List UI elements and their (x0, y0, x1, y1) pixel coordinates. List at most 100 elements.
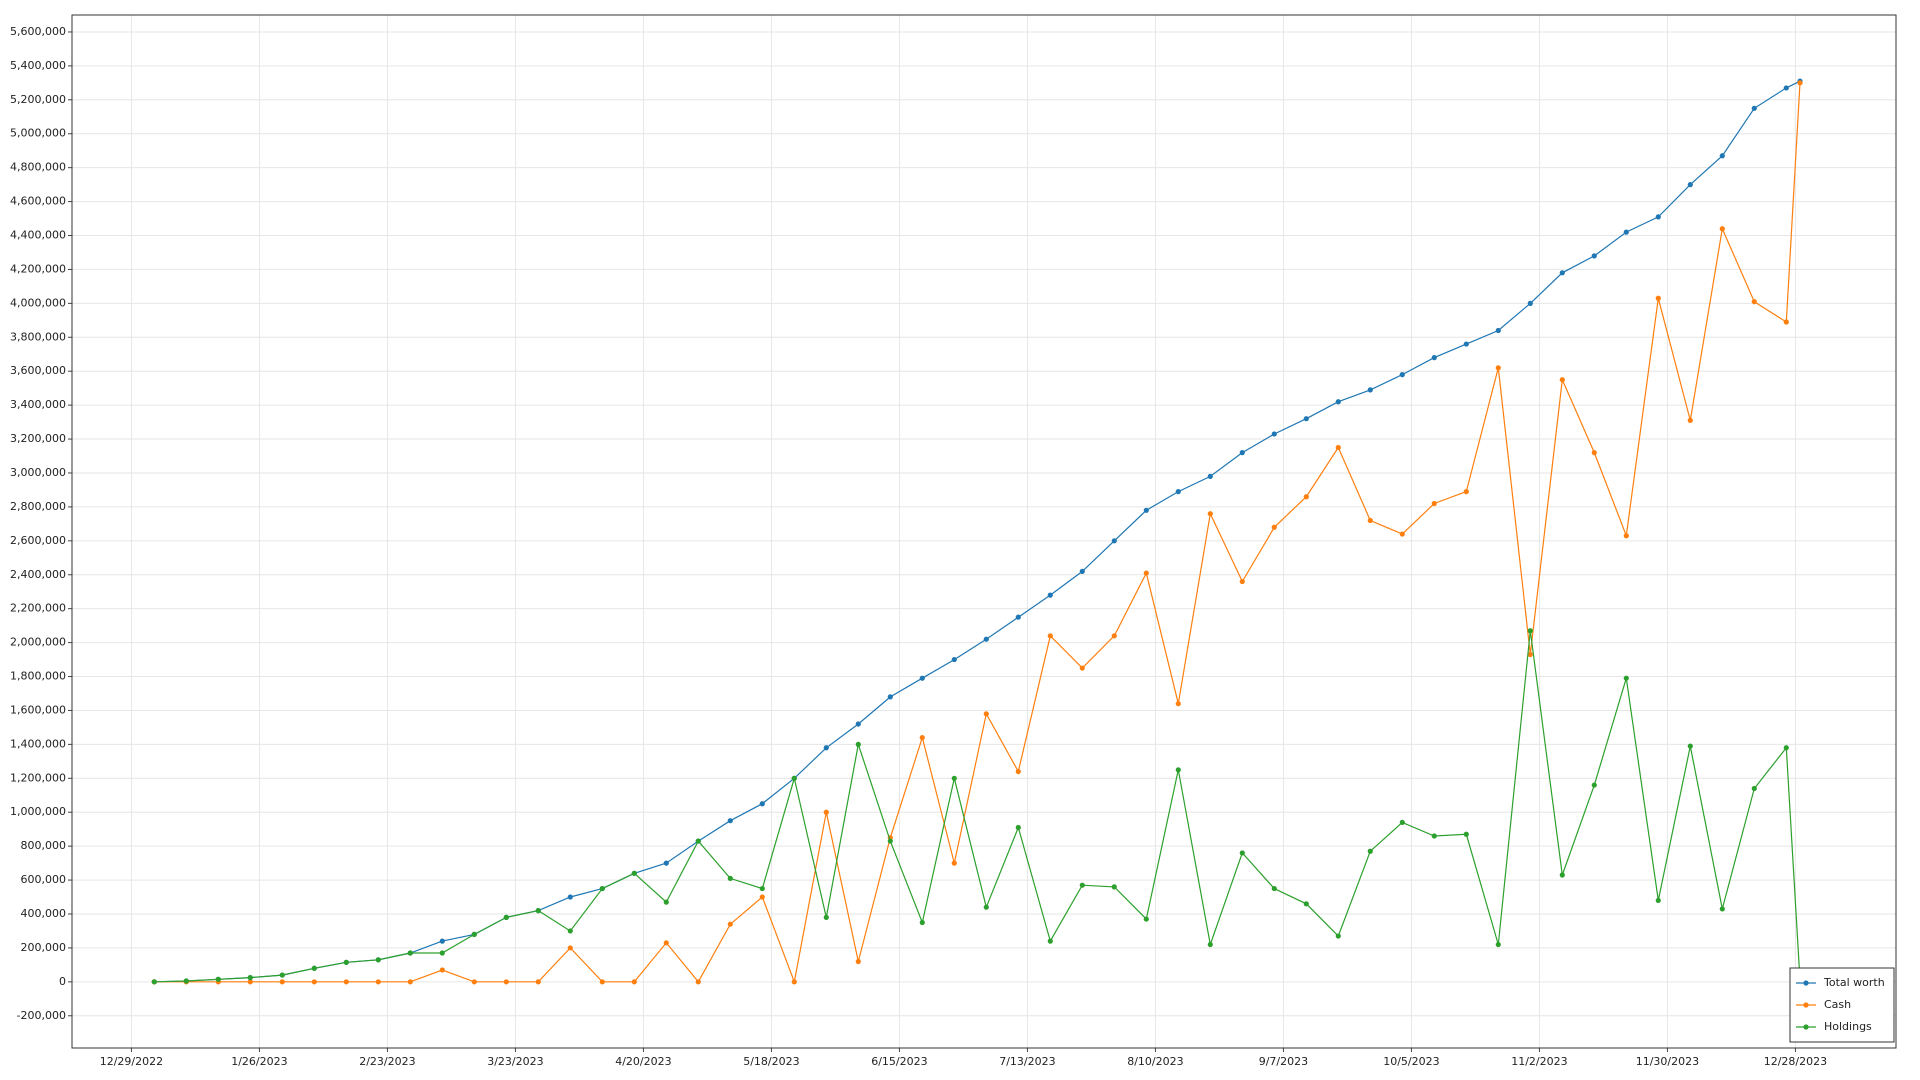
point (1335, 444, 1341, 451)
point (1495, 327, 1501, 334)
point (951, 775, 957, 781)
y-tick-label: 3,800,000 (10, 330, 66, 343)
point (375, 979, 381, 985)
point (1239, 450, 1245, 456)
point (695, 838, 701, 844)
y-tick-label: 2,400,000 (10, 568, 66, 581)
series-line (154, 82, 1801, 985)
y-tick-label: 4,600,000 (10, 195, 66, 208)
point (1431, 355, 1437, 361)
point (343, 979, 349, 985)
point (1399, 819, 1405, 826)
legend: Total worth Cash Holdings (1789, 967, 1895, 1043)
point (631, 979, 637, 985)
y-tick-label: 3,600,000 (10, 364, 66, 377)
y-tick-label: 2,000,000 (10, 636, 66, 649)
point (1719, 226, 1725, 232)
point (1367, 848, 1373, 854)
point (1559, 872, 1565, 878)
x-tick-label: 6/15/2023 (871, 1055, 927, 1068)
point (1143, 507, 1149, 513)
point (1559, 377, 1565, 383)
point (1271, 524, 1277, 530)
point (951, 860, 957, 866)
y-tick-label: 2,200,000 (10, 602, 66, 615)
y-tick-label: 400,000 (21, 907, 67, 920)
point (855, 721, 861, 727)
point (887, 694, 893, 700)
point (567, 928, 573, 934)
point (1751, 299, 1757, 305)
point (567, 945, 573, 951)
y-tick-label: 600,000 (21, 873, 67, 886)
legend-label: Holdings (1824, 1020, 1872, 1033)
x-tick-label: 11/2/2023 (1511, 1055, 1567, 1068)
point (663, 940, 669, 946)
x-tick-label: 1/26/2023 (231, 1055, 287, 1068)
legend-marker (1803, 1002, 1809, 1008)
legend-marker (1803, 980, 1809, 986)
point (1207, 473, 1213, 479)
point (1015, 768, 1021, 775)
x-tick-label: 8/10/2023 (1127, 1055, 1183, 1068)
point (1111, 884, 1117, 890)
y-tick-label: 1,000,000 (10, 805, 66, 818)
point (1591, 782, 1597, 788)
point (247, 979, 253, 985)
point (919, 919, 925, 926)
point (1175, 489, 1181, 495)
point (1207, 511, 1213, 517)
legend-label: Total worth (1823, 976, 1885, 989)
y-tick-label: 3,200,000 (10, 432, 66, 445)
point (1783, 85, 1789, 91)
point (247, 975, 253, 981)
point (1367, 387, 1373, 393)
point (535, 979, 541, 985)
point (375, 957, 381, 963)
point (1655, 897, 1661, 904)
point (695, 979, 701, 985)
y-tick-label: 2,800,000 (10, 500, 66, 513)
point (1527, 628, 1533, 634)
point (1303, 494, 1309, 500)
point (1303, 416, 1309, 422)
point (1431, 500, 1437, 507)
point (855, 741, 861, 747)
point (1623, 229, 1629, 235)
y-tick-label: 3,400,000 (10, 398, 66, 411)
y-tick-label: 800,000 (21, 839, 67, 852)
point (1655, 295, 1661, 301)
point (599, 979, 605, 985)
point (1559, 270, 1565, 276)
point (631, 870, 637, 876)
point (439, 950, 445, 956)
point (887, 838, 893, 844)
y-tick-label: 5,600,000 (10, 25, 66, 38)
legend-label: Cash (1824, 998, 1851, 1011)
point (1399, 371, 1405, 378)
point (1687, 182, 1693, 188)
point (471, 979, 477, 985)
point (503, 979, 509, 985)
point (759, 885, 765, 892)
point (1527, 651, 1533, 658)
y-tick-label: 200,000 (21, 941, 67, 954)
x-tick-label: 3/23/2023 (487, 1055, 543, 1068)
point (1335, 933, 1341, 939)
plot-frame (71, 14, 1897, 1049)
point (1335, 399, 1341, 405)
point (1079, 665, 1085, 671)
point (1111, 538, 1117, 544)
y-tick-label: 2,600,000 (10, 534, 66, 547)
point (1303, 901, 1309, 907)
point (951, 656, 957, 663)
point (1783, 319, 1789, 325)
point (1047, 633, 1053, 639)
point (1797, 80, 1803, 86)
point (1175, 767, 1181, 773)
point (1463, 489, 1469, 495)
legend-marker (1803, 1024, 1809, 1030)
y-tick-label: 1,400,000 (10, 737, 66, 750)
point (759, 894, 765, 900)
point (727, 818, 733, 824)
